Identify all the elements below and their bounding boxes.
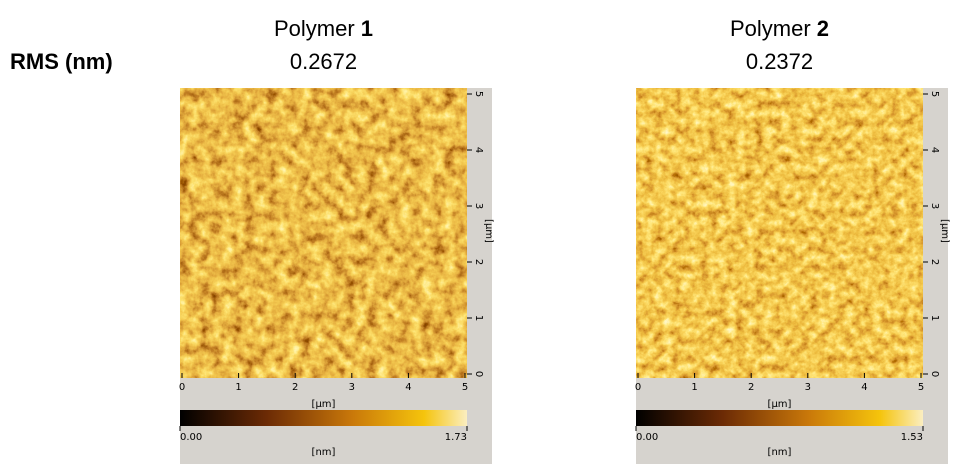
afm-image: [180, 88, 467, 378]
x-tick-label: 2: [748, 382, 754, 393]
y-tick-label: 1: [473, 315, 484, 321]
y-tick-label: 4: [473, 147, 484, 153]
y-unit: [µm]: [939, 219, 950, 243]
x-tick-label: 2: [292, 382, 298, 393]
colorbar-unit: [nm]: [768, 447, 792, 458]
afm-image: [636, 88, 923, 378]
y-tick-label: 4: [929, 147, 940, 153]
title-text: Polymer: [730, 16, 811, 41]
y-tick-label: 2: [473, 259, 484, 265]
x-tick-label: 3: [349, 382, 355, 393]
y-tick-label: 3: [929, 203, 940, 209]
y-tick-label: 3: [473, 203, 484, 209]
polymer-number: 1: [361, 16, 373, 41]
y-tick-label: 2: [929, 259, 940, 265]
y-tick-label: 0: [473, 371, 484, 377]
y-unit: [µm]: [483, 219, 494, 243]
colorbar: [180, 410, 467, 426]
polymer-number: 2: [817, 16, 829, 41]
x-tick-label: 4: [861, 382, 867, 393]
x-tick-label: 5: [918, 382, 924, 393]
row-label: RMS (nm): [10, 49, 113, 74]
colorbar-max: 1.53: [901, 432, 923, 443]
colorbar-max: 1.73: [445, 432, 467, 443]
panel-title: Polymer 2: [730, 16, 829, 41]
x-tick-label: 0: [179, 382, 185, 393]
title-text: Polymer: [274, 16, 355, 41]
y-tick-label: 1: [929, 315, 940, 321]
x-tick-label: 3: [805, 382, 811, 393]
figure: RMS (nm) Polymer 10.2672012345[µm]012345…: [0, 0, 955, 464]
x-tick-label: 5: [462, 382, 468, 393]
panel-title: Polymer 1: [274, 16, 373, 41]
x-unit: [µm]: [312, 399, 336, 410]
colorbar-min: 0.00: [636, 432, 658, 443]
x-tick-label: 1: [691, 382, 697, 393]
rms-value: 0.2672: [290, 49, 357, 74]
y-tick-label: 0: [929, 371, 940, 377]
colorbar-min: 0.00: [180, 432, 202, 443]
x-tick-label: 1: [235, 382, 241, 393]
y-tick-label: 5: [473, 91, 484, 97]
x-tick-label: 0: [635, 382, 641, 393]
y-tick-label: 5: [929, 91, 940, 97]
x-unit: [µm]: [768, 399, 792, 410]
rms-value: 0.2372: [746, 49, 813, 74]
colorbar-unit: [nm]: [312, 447, 336, 458]
colorbar: [636, 410, 923, 426]
x-tick-label: 4: [405, 382, 411, 393]
